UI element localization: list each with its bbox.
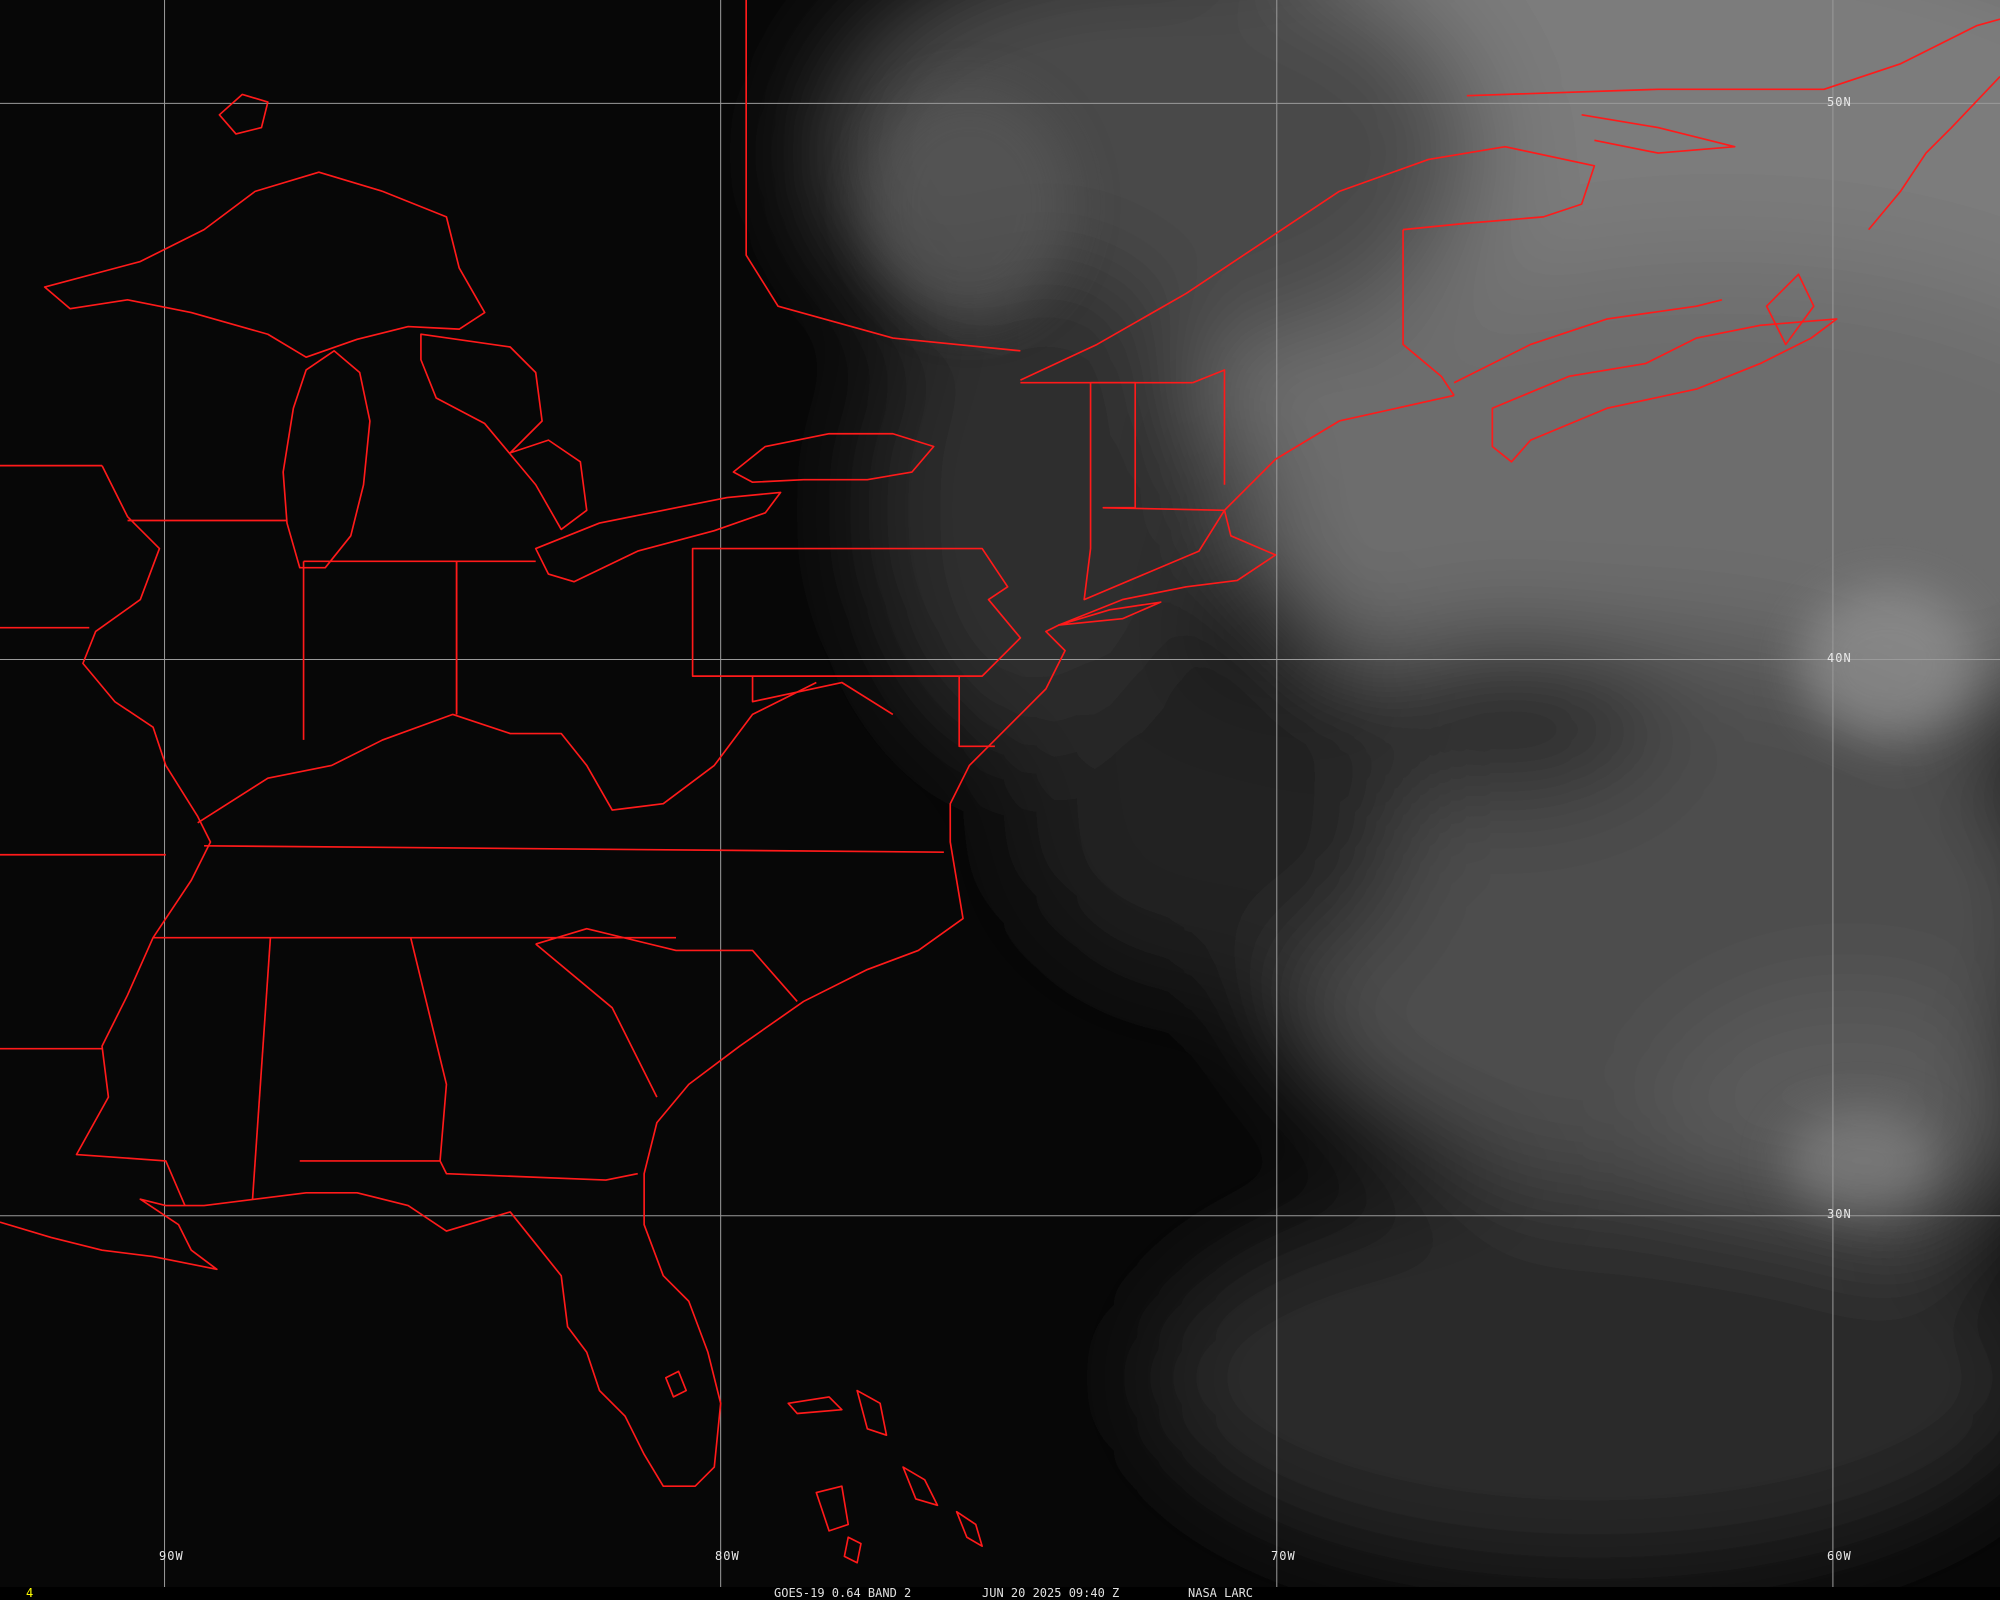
label-70w: 70W	[1271, 1549, 1296, 1563]
quebec-north-shore	[1581, 113, 1736, 154]
pennsylvania	[691, 547, 1022, 677]
label-90w: 90W	[159, 1549, 184, 1563]
us-east-coastline	[0, 394, 1455, 1488]
lake-okeechobee	[664, 1370, 688, 1398]
caption-bar: 4 GOES-19 0.64 BAND 2 JUN 20 2025 09:40 …	[0, 1586, 2000, 1600]
mississippi-river-upper	[75, 465, 212, 1206]
nc-sc-border	[535, 927, 798, 1002]
label-80w: 80W	[715, 1549, 740, 1563]
source-label: NASA LARC	[1188, 1586, 1254, 1600]
label-50n: 50N	[1827, 95, 1852, 109]
isle-royale	[218, 93, 269, 135]
maine-border	[1192, 369, 1226, 485]
cape-breton	[1765, 273, 1815, 346]
label-60w: 60W	[1827, 1549, 1852, 1563]
labrador-coast	[1466, 18, 2000, 97]
label-30n: 30N	[1827, 1207, 1852, 1221]
nova-scotia	[1491, 318, 1838, 463]
ohio-river	[197, 681, 817, 824]
ontario-quebec-border	[745, 0, 1021, 352]
sc-ga-border	[535, 943, 658, 1098]
alabama-east	[409, 937, 448, 1161]
gulf-st-lawrence-shore	[1453, 298, 1723, 384]
alabama-west	[251, 937, 272, 1200]
lake-michigan	[282, 349, 371, 569]
datetime-label: JUN 20 2025 09:40 Z	[982, 1586, 1120, 1600]
lake-huron	[420, 333, 588, 531]
lake-superior	[43, 171, 486, 359]
virginia-nc-border	[204, 844, 944, 854]
lake-ontario	[732, 432, 935, 484]
lake-erie	[534, 491, 782, 583]
long-island	[1057, 601, 1162, 626]
maine-nb-border	[1402, 229, 1455, 396]
political-boundaries	[0, 0, 2000, 1564]
st-lawrence-south-shore	[1020, 145, 1596, 381]
new-england-states	[1083, 381, 1226, 601]
frame-number: 4	[26, 1586, 34, 1600]
newfoundland	[1867, 75, 2000, 231]
bahamas-islands	[787, 1389, 983, 1564]
label-40n: 40N	[1827, 651, 1852, 665]
delmarva	[958, 676, 995, 748]
satellite-band-label: GOES-19 0.64 BAND 2	[774, 1586, 912, 1600]
maryland-border	[751, 676, 894, 716]
georgia-florida-border	[299, 1160, 638, 1181]
